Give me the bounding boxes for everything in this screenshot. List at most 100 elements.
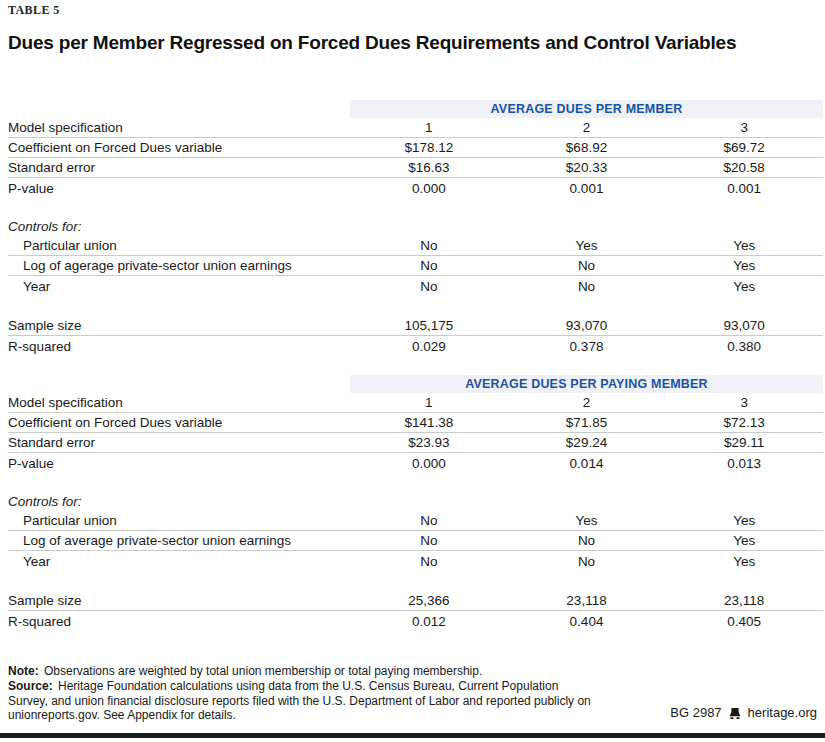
cell-value: 0.013 <box>665 456 823 471</box>
cell-value: 0.000 <box>350 181 508 196</box>
row-label: Sample size <box>8 318 350 333</box>
cell-value: No <box>350 279 508 294</box>
cell-value: 25,366 <box>350 593 508 608</box>
table-row-particular-union: Particular union No Yes Yes <box>8 236 823 256</box>
row-label: Standard error <box>8 160 350 175</box>
row-label: Model specification <box>8 120 350 135</box>
page-title: Dues per Member Regressed on Forced Dues… <box>8 32 820 53</box>
table-footer: Note: Observations are weighted by total… <box>8 664 820 723</box>
note-label: Note: <box>8 664 39 678</box>
cell-value: 93,070 <box>665 318 823 333</box>
table-row-p-value: P-value 0.000 0.001 0.001 <box>8 178 823 198</box>
model-number: 1 <box>350 395 508 410</box>
row-label: Coefficient on Forced Dues variable <box>8 140 350 155</box>
table-row-model-specification: Model specification 1 2 3 <box>8 393 823 413</box>
cell-value: 0.405 <box>665 614 823 629</box>
cell-value: $141.38 <box>350 415 508 430</box>
band-title: AVERAGE DUES PER PAYING MEMBER <box>465 377 708 391</box>
table-row-standard-error: Standard error $16.63 $20.33 $20.58 <box>8 158 823 178</box>
cell-value: 105,175 <box>350 318 508 333</box>
row-label: P-value <box>8 181 350 196</box>
cell-value: 0.000 <box>350 456 508 471</box>
row-label: Particular union <box>8 513 350 528</box>
cell-value: No <box>508 533 666 548</box>
table-row-controls-heading: Controls for: <box>8 491 823 511</box>
table-average-dues-per-member: AVERAGE DUES PER MEMBER Model specificat… <box>8 100 823 356</box>
table-row-log-earnings: Log of agerage private-sector union earn… <box>8 256 823 276</box>
row-label: Log of agerage private-sector union earn… <box>8 258 350 273</box>
cell-value: No <box>508 279 666 294</box>
cell-value: $72.13 <box>665 415 823 430</box>
cell-value: 0.012 <box>350 614 508 629</box>
model-number: 2 <box>508 395 666 410</box>
row-label: Year <box>8 554 350 569</box>
cell-value: $29.11 <box>665 435 823 450</box>
cell-value: $71.85 <box>508 415 666 430</box>
row-label: Controls for: <box>8 494 350 509</box>
cell-value: No <box>508 258 666 273</box>
row-label: R-squared <box>8 339 350 354</box>
table-row-coefficient: Coefficient on Forced Dues variable $178… <box>8 138 823 158</box>
source-line: Source: Heritage Foundation calculations… <box>8 679 600 723</box>
row-label: P-value <box>8 456 350 471</box>
source-text: Heritage Foundation calculations using d… <box>8 679 591 723</box>
table-row-r-squared: R-squared 0.012 0.404 0.405 <box>8 611 823 631</box>
liberty-bell-icon <box>728 707 742 720</box>
cell-value: 0.404 <box>508 614 666 629</box>
cell-value: 23,118 <box>508 593 666 608</box>
band-title: AVERAGE DUES PER MEMBER <box>491 102 683 116</box>
cell-value: 23,118 <box>665 593 823 608</box>
cell-value: 0.014 <box>508 456 666 471</box>
row-label: Particular union <box>8 238 350 253</box>
cell-value: 0.029 <box>350 339 508 354</box>
cell-value: No <box>350 513 508 528</box>
row-label: Model specification <box>8 395 350 410</box>
cell-value: Yes <box>508 238 666 253</box>
cell-value: Yes <box>665 513 823 528</box>
row-label: Coefficient on Forced Dues variable <box>8 415 350 430</box>
table-row-sample-size: Sample size 105,175 93,070 93,070 <box>8 316 823 336</box>
table-band-header: AVERAGE DUES PER MEMBER <box>350 100 823 118</box>
cell-value: Yes <box>665 258 823 273</box>
cell-value: Yes <box>665 554 823 569</box>
cell-value: $16.63 <box>350 160 508 175</box>
cell-value: No <box>350 533 508 548</box>
cell-value: $29.24 <box>508 435 666 450</box>
model-number: 2 <box>508 120 666 135</box>
cell-value: 0.001 <box>665 181 823 196</box>
table-row-sample-size: Sample size 25,366 23,118 23,118 <box>8 591 823 611</box>
row-label: Year <box>8 279 350 294</box>
cell-value: $69.72 <box>665 140 823 155</box>
table-kicker: TABLE 5 <box>8 3 825 17</box>
site-url: heritage.org <box>748 706 817 721</box>
cell-value: No <box>350 258 508 273</box>
model-number: 1 <box>350 120 508 135</box>
cell-value: No <box>350 554 508 569</box>
cell-value: 0.001 <box>508 181 666 196</box>
cell-value: Yes <box>508 513 666 528</box>
cell-value: $68.92 <box>508 140 666 155</box>
model-number: 3 <box>665 120 823 135</box>
row-label: Log of average private-sector union earn… <box>8 533 350 548</box>
table-row-standard-error: Standard error $23.93 $29.24 $29.11 <box>8 433 823 453</box>
table-row-particular-union: Particular union No Yes Yes <box>8 511 823 531</box>
footer-rule-bar <box>0 733 825 738</box>
table-row-log-earnings: Log of average private-sector union earn… <box>8 531 823 551</box>
table-average-dues-per-paying-member: AVERAGE DUES PER PAYING MEMBER Model spe… <box>8 375 823 631</box>
cell-value: $178.12 <box>350 140 508 155</box>
table-row-p-value: P-value 0.000 0.014 0.013 <box>8 453 823 473</box>
source-label: Source: <box>8 679 53 693</box>
row-label: R-squared <box>8 614 350 629</box>
cell-value: 0.380 <box>665 339 823 354</box>
cell-value: $20.33 <box>508 160 666 175</box>
table-row-coefficient: Coefficient on Forced Dues variable $141… <box>8 413 823 433</box>
cell-value: Yes <box>665 279 823 294</box>
row-label: Standard error <box>8 435 350 450</box>
cell-value: No <box>350 238 508 253</box>
table-row-model-specification: Model specification 1 2 3 <box>8 118 823 138</box>
row-label: Sample size <box>8 593 350 608</box>
table-row-controls-heading: Controls for: <box>8 216 823 236</box>
note-text: Observations are weighted by total union… <box>44 664 482 678</box>
model-number: 3 <box>665 395 823 410</box>
cell-value: $23.93 <box>350 435 508 450</box>
